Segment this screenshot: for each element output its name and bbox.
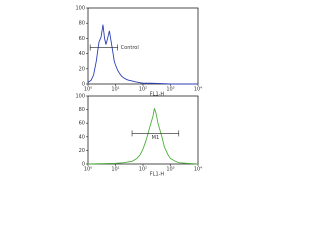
- x-tick-label: 10²: [139, 167, 147, 173]
- plot-frame: [87, 7, 199, 85]
- x-tick-label: 10¹: [111, 87, 119, 93]
- histogram-line: [87, 24, 198, 85]
- x-tick-label: 10²: [139, 87, 147, 93]
- x-tick-label: 10⁰: [84, 167, 92, 173]
- x-axis-label: FL1-H: [150, 172, 165, 178]
- y-tick-label: 60: [79, 36, 85, 42]
- histogram-line: [87, 108, 199, 165]
- x-tick-label: 10⁰: [84, 87, 92, 93]
- y-tick-label: 80: [79, 21, 85, 27]
- y-tick-label: 40: [79, 134, 85, 140]
- y-tick-label: 80: [79, 107, 85, 113]
- y-tick-label: 0: [82, 162, 85, 168]
- x-tick-label: 10³: [166, 87, 174, 93]
- y-tick-label: 60: [79, 121, 85, 127]
- y-tick-label: 100: [75, 6, 85, 12]
- x-tick-label: 10⁴: [194, 167, 202, 173]
- y-tick-label: 100: [75, 94, 85, 100]
- x-axis-label: FL1-H: [150, 92, 165, 98]
- y-tick-label: 0: [82, 82, 85, 88]
- y-tick-label: 20: [79, 148, 85, 154]
- y-tick-label: 40: [79, 51, 85, 57]
- gate-label: Control: [121, 45, 139, 51]
- y-tick-label: 20: [79, 66, 85, 72]
- x-tick-label: 10¹: [111, 167, 119, 173]
- chart: 10⁰ 10¹ 10² 10³ 10⁴ 0 20 40 60 80 100 FL1-H Control 1…: [75, 6, 202, 178]
- plot-frame: [87, 95, 199, 165]
- x-tick-label: 10³: [166, 167, 174, 173]
- gate-label: M1: [152, 135, 160, 141]
- x-tick-label: 10⁴: [194, 87, 202, 93]
